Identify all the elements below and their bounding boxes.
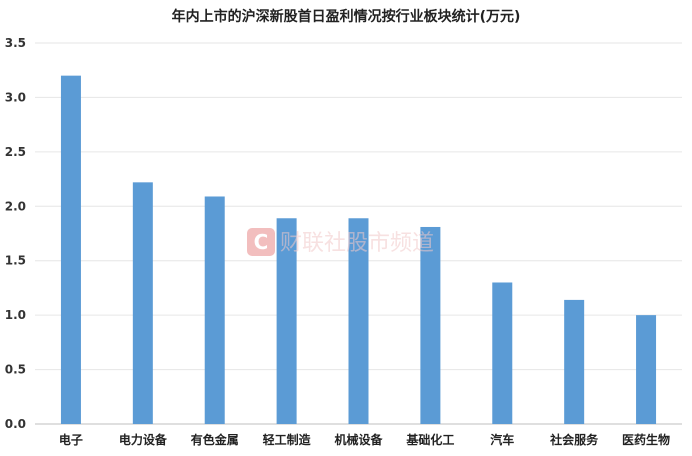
y-tick-label: 2.0 xyxy=(5,199,26,213)
y-tick-label: 1.5 xyxy=(5,254,26,268)
y-axis: 0.0 0.5 1.0 1.5 2.0 2.5 3.0 3.5 xyxy=(5,36,26,431)
y-tick-label: 3.0 xyxy=(5,90,26,104)
x-tick-label: 医药生物 xyxy=(622,432,670,447)
bars xyxy=(60,75,657,425)
x-tick-label: 汽车 xyxy=(490,432,514,447)
x-tick-label: 社会服务 xyxy=(549,432,599,447)
x-tick-label: 电子 xyxy=(59,432,83,447)
x-tick-label: 电力设备 xyxy=(119,432,168,447)
x-tick-label: 轻工制造 xyxy=(263,432,312,447)
y-tick-label: 3.5 xyxy=(5,36,26,50)
x-tick-label: 机械设备 xyxy=(334,432,383,447)
x-tick-label: 有色金属 xyxy=(191,432,239,447)
bar-2 xyxy=(132,182,153,424)
x-tick-label: 基础化工 xyxy=(405,432,454,447)
bar-6 xyxy=(420,226,441,424)
bar-4 xyxy=(276,218,297,424)
bar-9 xyxy=(636,315,657,424)
bar-1 xyxy=(60,75,81,425)
bar-5 xyxy=(348,218,369,424)
watermark-logo-icon xyxy=(247,228,275,256)
bar-8 xyxy=(564,299,585,424)
y-tick-label: 2.5 xyxy=(5,145,26,159)
y-tick-label: 0.0 xyxy=(5,417,26,431)
y-tick-label: 1.0 xyxy=(5,308,26,322)
bar-7 xyxy=(492,282,513,424)
watermark: C 财联社股市频道 xyxy=(247,228,434,256)
y-tick-label: 0.5 xyxy=(5,363,26,377)
watermark-text: 财联社股市频道 xyxy=(280,231,434,256)
chart-title: 年内上市的沪深新股首日盈利情况按行业板块统计(万元) xyxy=(172,8,521,25)
x-axis: 电子 电力设备 有色金属 轻工制造 机械设备 基础化工 汽车 社会服务 医药生物 xyxy=(59,432,670,447)
watermark-logo-letter: C xyxy=(254,230,269,254)
bar-3 xyxy=(204,196,225,424)
